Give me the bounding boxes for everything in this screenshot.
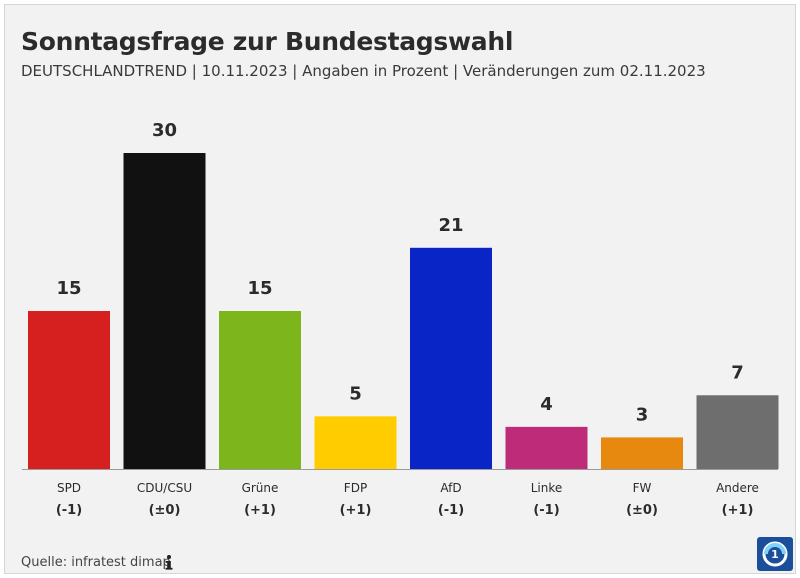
category-label-afd: AfD [440, 481, 461, 495]
value-label-cdu-csu: 30 [152, 120, 177, 141]
category-label-andere: Andere [716, 481, 759, 495]
svg-text:1: 1 [771, 548, 779, 561]
ard-logo-icon: 1 [757, 537, 793, 571]
category-label-cdu-csu: CDU/CSU [137, 481, 192, 495]
category-label-spd: SPD [57, 481, 81, 495]
change-label-fw: (±0) [626, 503, 658, 518]
value-label-andere: 7 [731, 362, 744, 383]
category-label-linke: Linke [531, 481, 563, 495]
change-label-afd: (-1) [438, 503, 464, 518]
change-label-linke: (-1) [533, 503, 559, 518]
category-label-gr-ne: Grüne [242, 481, 279, 495]
change-label-spd: (-1) [56, 503, 82, 518]
value-label-gr-ne: 15 [247, 278, 272, 299]
value-label-afd: 21 [438, 215, 463, 236]
value-label-fdp: 5 [349, 383, 362, 404]
change-label-fdp: (+1) [340, 503, 372, 518]
bar-afd[interactable] [410, 247, 492, 469]
value-label-spd: 15 [56, 278, 81, 299]
change-label-cdu-csu: (±0) [149, 503, 181, 518]
bar-linke[interactable] [505, 426, 588, 469]
bar-fw[interactable] [601, 437, 683, 469]
bar-fdp[interactable] [314, 416, 397, 469]
chart-subtitle: DEUTSCHLANDTREND | 10.11.2023 | Angaben … [21, 62, 706, 80]
category-label-fw: FW [633, 481, 652, 495]
chart-title: Sonntagsfrage zur Bundestagswahl [21, 27, 514, 56]
value-label-fw: 3 [636, 404, 649, 425]
value-label-linke: 4 [540, 394, 553, 415]
source-note: Quelle: infratest dimap [21, 555, 171, 570]
bar-spd[interactable] [28, 311, 110, 469]
change-label-andere: (+1) [722, 503, 754, 518]
bar-andere[interactable] [696, 395, 779, 469]
change-label-gr-ne: (+1) [244, 503, 276, 518]
info-icon[interactable] [163, 554, 175, 572]
bar-gr-ne[interactable] [219, 311, 301, 469]
category-label-fdp: FDP [344, 481, 367, 495]
bar-cdu-csu[interactable] [123, 153, 206, 469]
